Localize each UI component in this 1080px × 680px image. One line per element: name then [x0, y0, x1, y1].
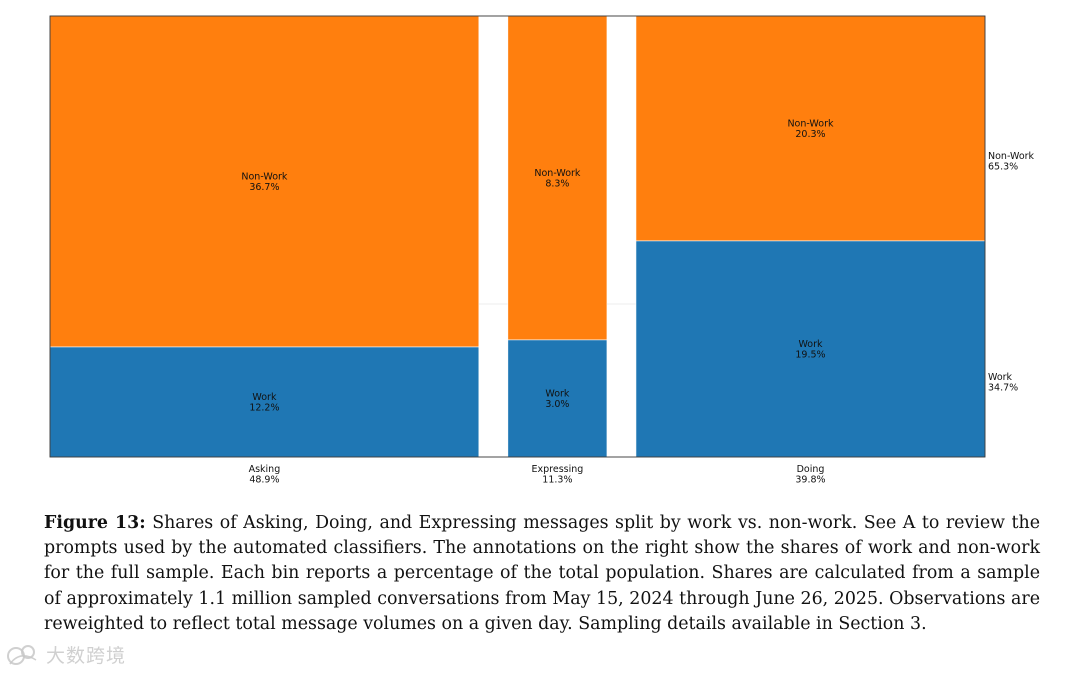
mosaic-chart: Non-Work 36.7% Work 12.2% Asking 48.9% Non-Wor… [49, 15, 1035, 486]
figure-caption: Figure 13: Shares of Asking, Doing, and … [44, 511, 1040, 637]
label-nonwork-asking: Non-Work 36.7% [241, 171, 288, 193]
bar-nonwork-expressing [507, 15, 608, 341]
overall-work-label: Work 34.7% [988, 372, 1018, 394]
bar-work-doing [635, 240, 986, 458]
label-nonwork-expressing: Non-Work 8.3% [534, 168, 581, 190]
label-nonwork-doing: Non-Work 20.3% [787, 118, 834, 140]
mosaic-chart-svg: Non-Work 36.7% Work 12.2% Asking 48.9% Non-Wor… [49, 15, 1035, 486]
tick-label-expressing: Expressing 11.3% [532, 464, 584, 486]
tick-label-doing: Doing 39.8% [795, 464, 825, 486]
caption-label: Figure 13: [44, 513, 146, 533]
bar-nonwork-doing [635, 15, 986, 242]
plot-frame [49, 15, 986, 458]
bar-work-asking [49, 346, 480, 458]
label-work-doing: Work 19.5% [795, 339, 825, 361]
label-work-expressing: Work 3.0% [545, 388, 570, 410]
watermark: 大数跨境 [6, 641, 126, 668]
label-work-asking: Work 12.2% [249, 392, 279, 414]
overall-nonwork-label: Non-Work 65.3% [988, 151, 1035, 173]
bar-nonwork-asking [49, 15, 480, 348]
watermark-logo-icon [7, 644, 37, 665]
tick-label-asking: Asking 48.9% [249, 464, 281, 486]
watermark-text: 大数跨境 [46, 645, 127, 667]
caption-text: Shares of Asking, Doing, and Expressing … [44, 513, 1040, 634]
